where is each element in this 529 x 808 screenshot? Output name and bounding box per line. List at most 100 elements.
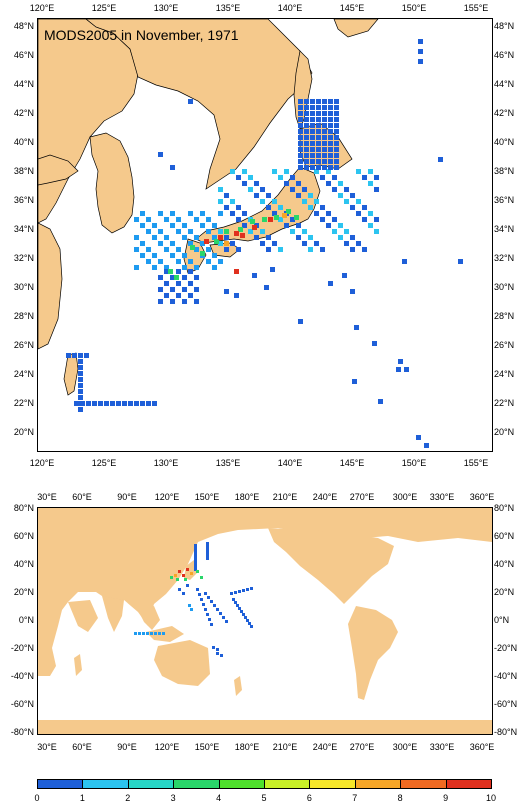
lon-label: 150°E	[187, 492, 227, 502]
data-cell	[188, 259, 193, 264]
china-mainland-south	[38, 223, 62, 349]
lat-label: -40°N	[494, 671, 517, 681]
data-cell	[304, 165, 309, 170]
data-cell	[316, 129, 321, 134]
data-cell	[310, 141, 315, 146]
data-cell	[316, 135, 321, 140]
data-cell	[182, 275, 187, 280]
data-cell	[178, 588, 181, 591]
data-cell	[308, 193, 313, 198]
data-cell	[260, 187, 265, 192]
data-cell	[152, 253, 157, 258]
data-cell	[72, 353, 77, 358]
lon-label: 150°E	[187, 742, 227, 752]
data-cell	[322, 153, 327, 158]
lat-label: 28°N	[494, 311, 514, 321]
data-cell	[200, 223, 205, 228]
data-cell	[328, 99, 333, 104]
data-cell	[328, 105, 333, 110]
data-cell	[316, 105, 321, 110]
lat-label: 24°N	[494, 369, 514, 379]
lon-label: 140°E	[270, 458, 310, 468]
madagascar	[74, 654, 82, 676]
data-cell	[218, 229, 223, 234]
data-cell	[236, 604, 239, 607]
data-cell	[176, 229, 181, 234]
lat-label: 22°N	[0, 398, 34, 408]
data-cell	[374, 217, 379, 222]
data-cell	[146, 401, 151, 406]
data-cell	[218, 199, 223, 204]
data-cell	[170, 211, 175, 216]
data-cell	[194, 287, 199, 292]
data-cell	[368, 211, 373, 216]
data-cell	[308, 247, 313, 252]
data-cell	[188, 293, 193, 298]
lat-label: 80°N	[494, 503, 514, 513]
data-cell	[252, 273, 257, 278]
data-cell	[298, 153, 303, 158]
data-cell	[200, 211, 205, 216]
data-cell	[304, 99, 309, 104]
data-cell	[316, 117, 321, 122]
data-cell	[266, 205, 271, 210]
lat-label: 44°N	[494, 79, 514, 89]
data-cell	[296, 181, 301, 186]
lon-label: 210°E	[265, 492, 305, 502]
data-cell	[304, 105, 309, 110]
data-cell	[296, 193, 301, 198]
data-cell	[298, 141, 303, 146]
data-cell	[78, 407, 83, 412]
data-cell	[234, 601, 237, 604]
lat-label: 48°N	[494, 21, 514, 31]
data-cell	[304, 153, 309, 158]
data-cell	[398, 359, 403, 364]
data-cell	[170, 165, 175, 170]
data-cell	[274, 215, 279, 220]
lat-label: 38°N	[494, 166, 514, 176]
data-cell	[334, 153, 339, 158]
data-cell	[262, 217, 267, 222]
lat-label: 20°N	[0, 587, 34, 597]
data-cell	[362, 205, 367, 210]
data-cell	[320, 217, 325, 222]
data-cell	[328, 123, 333, 128]
lat-label: 24°N	[0, 369, 34, 379]
data-cell	[248, 622, 251, 625]
data-cell	[188, 281, 193, 286]
data-cell	[322, 117, 327, 122]
lat-label: 42°N	[494, 108, 514, 118]
data-cell	[326, 181, 331, 186]
data-cell	[200, 598, 203, 601]
lat-label: 36°N	[0, 195, 34, 205]
data-cell	[298, 165, 303, 170]
data-cell	[264, 285, 269, 290]
colorbar-label: 2	[118, 793, 138, 803]
lon-label: 125°E	[84, 458, 124, 468]
lat-label: 46°N	[0, 50, 34, 60]
data-cell	[218, 211, 223, 216]
data-cell	[322, 147, 327, 152]
data-cell	[294, 215, 299, 220]
australia	[154, 640, 210, 686]
data-cell	[170, 223, 175, 228]
data-cell	[334, 135, 339, 140]
data-cell	[316, 153, 321, 158]
lat-label: -80°N	[494, 727, 517, 737]
data-cell	[224, 235, 229, 240]
data-cell	[396, 367, 401, 372]
lon-label: 145°E	[332, 458, 372, 468]
data-cell	[334, 129, 339, 134]
data-cell	[152, 235, 157, 240]
data-cell	[176, 578, 179, 581]
data-cell	[194, 275, 199, 280]
data-cell	[248, 187, 253, 192]
lon-label: 150°E	[394, 458, 434, 468]
data-cell	[378, 399, 383, 404]
data-cell	[158, 211, 163, 216]
map-title: MODS2005 in November, 1971	[44, 27, 239, 43]
data-cell	[212, 646, 215, 649]
data-cell	[182, 253, 187, 258]
colorbar-label: 8	[390, 793, 410, 803]
lat-label: 48°N	[0, 21, 34, 31]
